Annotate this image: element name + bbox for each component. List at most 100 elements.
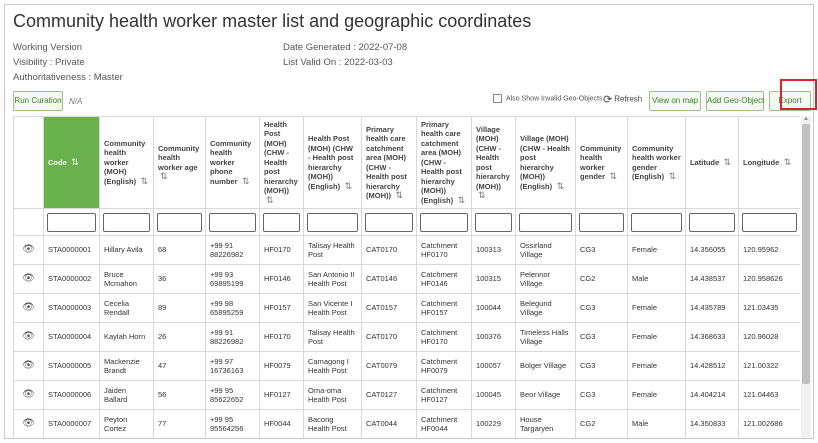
- table-scrollbar[interactable]: ▲: [801, 116, 811, 438]
- column-header-label: Community health worker gender: [580, 143, 622, 182]
- view-row-icon[interactable]: 👁: [13, 264, 44, 294]
- sort-icon[interactable]: ⇅: [478, 190, 486, 200]
- view-on-map-button[interactable]: View on map: [649, 91, 701, 111]
- export-button[interactable]: Export: [769, 91, 811, 111]
- column-header-worker-age[interactable]: Community health worker age ⇅: [153, 116, 206, 209]
- cell-health-post-code: HF0044: [259, 409, 304, 438]
- column-header-village-code[interactable]: Village (MOH) (CHW - Health post hierarc…: [471, 116, 516, 209]
- view-row-icon[interactable]: 👁: [13, 293, 44, 323]
- filter-input-catchment-name[interactable]: [420, 212, 468, 232]
- cell-catchment-name: Catchment HF0044: [416, 409, 472, 438]
- cell-health-post-name: San Vicente I Health Post: [303, 293, 362, 323]
- column-header-catchment-name[interactable]: Primary health care catchment area (MOH)…: [416, 116, 472, 209]
- filter-input-worker-age[interactable]: [157, 212, 202, 232]
- filter-input-village-code[interactable]: [475, 212, 512, 232]
- view-row-icon[interactable]: 👁: [13, 351, 44, 381]
- column-header-latitude[interactable]: Latitude ⇅: [685, 116, 739, 209]
- filter-input-health-post-name[interactable]: [307, 212, 358, 232]
- filter-cell: [361, 208, 417, 236]
- working-version-label: Working Version: [13, 42, 82, 53]
- filter-input-catchment-code[interactable]: [365, 212, 413, 232]
- column-header-phone-number[interactable]: Community health worker phone number ⇅: [205, 116, 260, 209]
- run-curation-button[interactable]: Run Curation: [13, 91, 63, 111]
- scroll-up-icon[interactable]: ▲: [803, 116, 809, 122]
- sort-icon[interactable]: ⇅: [721, 156, 732, 167]
- column-header-gender-name[interactable]: Community health worker gender (English)…: [627, 116, 686, 209]
- filter-input-gender-name[interactable]: [631, 212, 682, 232]
- sort-icon[interactable]: ⇅: [68, 156, 79, 167]
- filter-input-code[interactable]: [47, 212, 96, 232]
- cell-latitude: 14.428512: [685, 351, 739, 381]
- view-row-icon[interactable]: 👁: [13, 235, 44, 265]
- table-row[interactable]: 👁 STA0000002 Bruce Mcmahon 36 +99 93 6989519…: [13, 264, 800, 294]
- column-header-label: Primary health care catchment area (MOH)…: [366, 124, 407, 201]
- show-invalid-label: Also Show Invalid Geo-Objects: [506, 95, 603, 103]
- sort-icon[interactable]: ⇅: [342, 180, 353, 191]
- cell-longitude: 121.00322: [738, 351, 800, 381]
- sort-icon[interactable]: ⇅: [160, 171, 168, 181]
- column-header-health-post-code[interactable]: Health Post (MOH) (CHW - Health post hie…: [259, 116, 304, 209]
- cell-village-code: 100229: [471, 409, 516, 438]
- column-header-view: [13, 116, 44, 209]
- cell-catchment-name: Catchment HF0127: [416, 380, 472, 410]
- column-header-longitude[interactable]: Longitude ⇅: [738, 116, 800, 209]
- filter-input-phone-number[interactable]: [209, 212, 256, 232]
- refresh-button[interactable]: ⟳ Refresh: [603, 93, 642, 106]
- refresh-label: Refresh: [614, 94, 643, 104]
- cell-village-name: House Targaryen: [515, 409, 576, 438]
- table-row[interactable]: 👁 STA0000007 Peyton Cortez 77 +99 95 9556425…: [13, 409, 800, 438]
- table-row[interactable]: 👁 STA0000005 Mackenzie Brandt 47 +99 97 1673…: [13, 351, 800, 381]
- cell-phone-number: +99 93 69895199: [205, 264, 260, 294]
- toolbar: Run Curation N/A Also Show Invalid Geo-O…: [13, 91, 813, 111]
- cell-catchment-name: Catchment HF0157: [416, 293, 472, 323]
- sort-icon[interactable]: ⇅: [607, 171, 618, 181]
- column-header-catchment-code[interactable]: Primary health care catchment area (MOH)…: [361, 116, 417, 209]
- sort-icon[interactable]: ⇅: [393, 190, 404, 200]
- cell-code: STA0000005: [43, 351, 100, 381]
- column-header-village-name[interactable]: Village (MOH) (CHW - Health post hierarc…: [515, 116, 576, 209]
- cell-village-name: Bolger Village: [515, 351, 576, 381]
- filter-input-health-post-code[interactable]: [263, 212, 300, 232]
- cell-latitude: 14.350833: [685, 409, 739, 438]
- cell-worker-age: 77: [153, 409, 206, 438]
- table-row[interactable]: 👁 STA0000006 Jaiden Ballard 56 +99 95 856226…: [13, 380, 800, 410]
- filter-input-village-name[interactable]: [519, 212, 572, 232]
- filter-input-latitude[interactable]: [689, 212, 735, 232]
- column-header-code[interactable]: Code ⇅: [43, 116, 100, 209]
- cell-code: STA0000006: [43, 380, 100, 410]
- view-row-icon[interactable]: 👁: [13, 322, 44, 352]
- table-row[interactable]: 👁 STA0000001 Hillary Avila 68 +99 91 8822698…: [13, 235, 800, 265]
- sort-icon[interactable]: ⇅: [138, 175, 149, 186]
- scrollbar-thumb[interactable]: [802, 124, 810, 384]
- cell-longitude: 120.95962: [738, 235, 800, 265]
- sort-icon[interactable]: ⇅: [455, 194, 466, 205]
- cell-worker-age: 89: [153, 293, 206, 323]
- cell-gender-name: Male: [627, 409, 686, 438]
- cell-catchment-code: CAT0079: [361, 351, 417, 381]
- cell-catchment-name: Catchment HF0170: [416, 322, 472, 352]
- column-header-worker-name[interactable]: Community health worker (MOH) (English) …: [99, 116, 154, 209]
- show-invalid-checkbox[interactable]: [493, 94, 502, 103]
- sort-icon[interactable]: ⇅: [554, 180, 565, 191]
- column-header-label: Community health worker gender (English): [632, 143, 681, 182]
- filter-cell: [205, 208, 260, 236]
- cell-worker-name: Cecelia Rendall: [99, 293, 154, 323]
- sort-icon[interactable]: ⇅: [781, 156, 792, 167]
- filter-input-gender-code[interactable]: [579, 212, 624, 232]
- view-row-icon[interactable]: 👁: [13, 409, 44, 438]
- cell-village-name: Pelennor Village: [515, 264, 576, 294]
- show-invalid-toggle[interactable]: Also Show Invalid Geo-Objects: [493, 94, 603, 103]
- filter-cell: [575, 208, 628, 236]
- add-geo-object-button[interactable]: Add Geo-Object: [706, 91, 764, 111]
- sort-icon[interactable]: ⇅: [239, 175, 250, 186]
- table-row[interactable]: 👁 STA0000003 Cecelia Rendall 89 +99 98 65895…: [13, 293, 800, 323]
- column-header-gender-code[interactable]: Community health worker gender ⇅: [575, 116, 628, 209]
- filter-input-longitude[interactable]: [742, 212, 797, 232]
- filter-cell: [153, 208, 206, 236]
- table-row[interactable]: 👁 STA0000004 Kaylah Horn 26 +99 91 88226982 H…: [13, 322, 800, 352]
- column-header-health-post-name[interactable]: Health Post (MOH) (CHW - Health post hie…: [303, 116, 362, 209]
- filter-input-worker-name[interactable]: [103, 212, 150, 232]
- sort-icon[interactable]: ⇅: [666, 171, 677, 181]
- view-row-icon[interactable]: 👁: [13, 380, 44, 410]
- sort-icon[interactable]: ⇅: [266, 194, 274, 205]
